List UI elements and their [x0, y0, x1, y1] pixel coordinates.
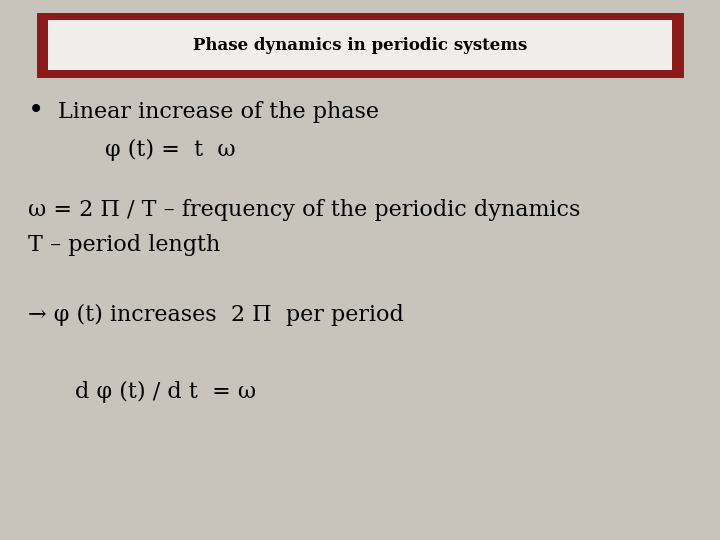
- FancyBboxPatch shape: [40, 16, 680, 74]
- Text: Phase dynamics in periodic systems: Phase dynamics in periodic systems: [193, 37, 527, 53]
- FancyBboxPatch shape: [48, 20, 672, 70]
- Text: d φ (t) / d t  = ω: d φ (t) / d t = ω: [75, 381, 256, 403]
- Text: ω = 2 Π / T – frequency of the periodic dynamics: ω = 2 Π / T – frequency of the periodic …: [28, 199, 580, 221]
- Text: → φ (t) increases  2 Π  per period: → φ (t) increases 2 Π per period: [28, 304, 404, 326]
- Text: φ (t) =  t  ω: φ (t) = t ω: [105, 139, 235, 161]
- Text: T – period length: T – period length: [28, 234, 220, 256]
- Text: Linear increase of the phase: Linear increase of the phase: [58, 101, 379, 123]
- Text: •: •: [28, 98, 44, 125]
